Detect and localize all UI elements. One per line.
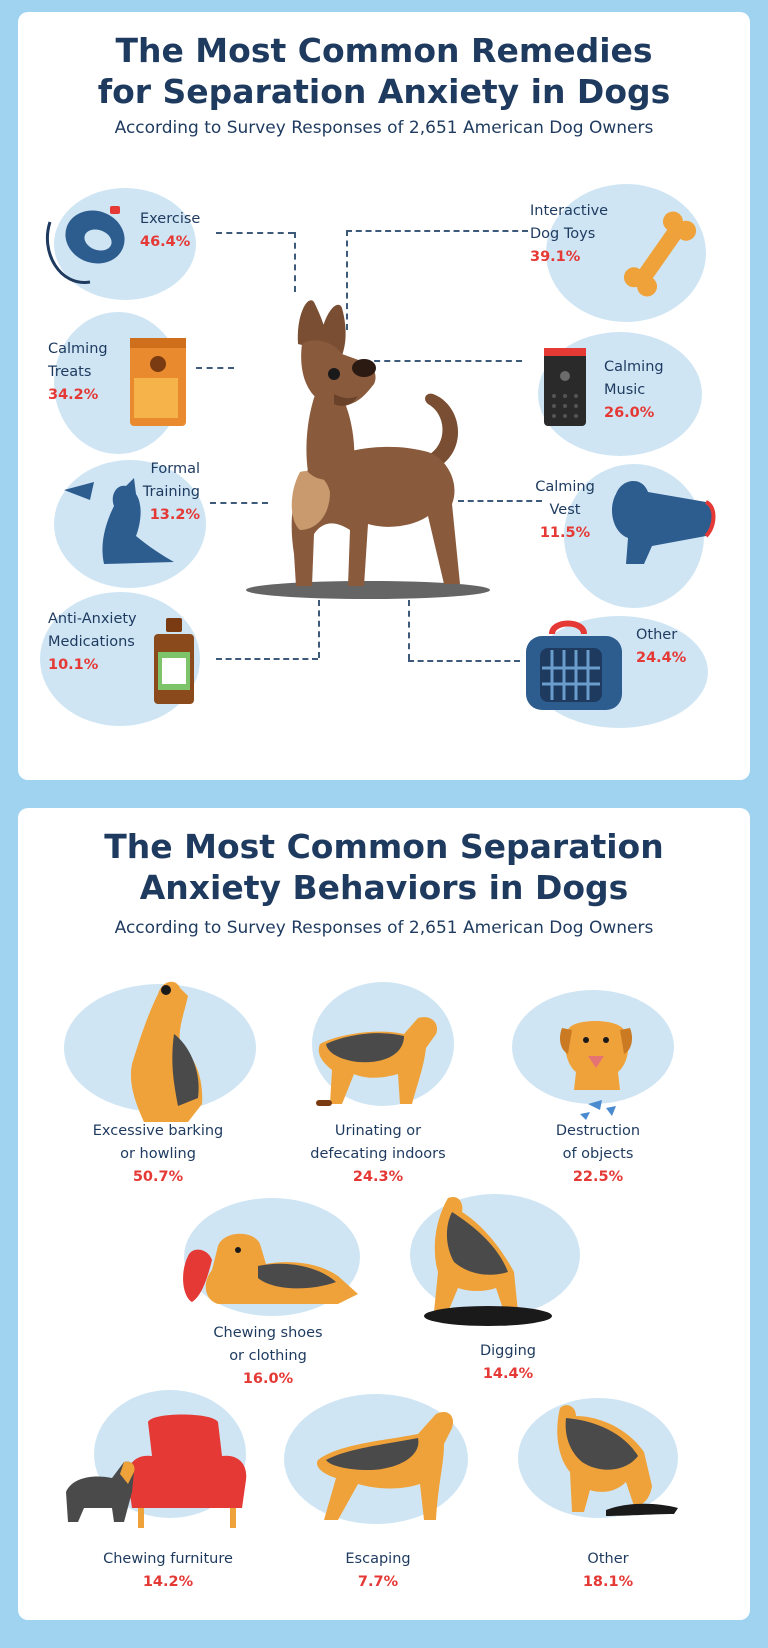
behaviors-title: The Most Common Separation Anxiety Behav… bbox=[104, 827, 664, 907]
behaviors-card: The Most Common Separation Anxiety Behav… bbox=[18, 808, 750, 1620]
dog-chewing-shoe-icon bbox=[183, 1233, 358, 1304]
behavior-urinating: Urinating or defecating indoors 24.3% bbox=[310, 1123, 446, 1185]
remedies-title: The Most Common Remedies for Separation … bbox=[97, 31, 671, 111]
connector-line bbox=[210, 502, 268, 504]
medicine-bottle-icon bbox=[154, 618, 194, 704]
walking-dog-icon bbox=[316, 1411, 454, 1520]
remedy-anti-anxiety-medications: Anti-Anxiety Medications 10.1% bbox=[48, 611, 137, 673]
digging-dog-icon bbox=[424, 1196, 552, 1326]
behavior-destruction: Destruction of objects 22.5% bbox=[555, 1123, 641, 1185]
central-dog-icon bbox=[246, 300, 490, 599]
remedies-subtitle: According to Survey Responses of 2,651 A… bbox=[114, 118, 654, 138]
remedy-interactive-dog-toys: Interactive Dog Toys 39.1% bbox=[530, 203, 609, 265]
vest-icon bbox=[612, 480, 716, 564]
remedy-calming-treats: Calming Treats 34.2% bbox=[48, 341, 108, 403]
connector-line bbox=[364, 360, 522, 362]
connector-line bbox=[196, 367, 234, 369]
connector-line bbox=[458, 500, 542, 502]
speaker-icon bbox=[544, 348, 586, 426]
behavior-other: Other 18.1% bbox=[582, 1551, 634, 1590]
training-dog-icon bbox=[64, 478, 174, 564]
remedy-calming-music: Calming Music 26.0% bbox=[604, 359, 664, 421]
remedy-exercise: Exercise 46.4% bbox=[140, 211, 201, 250]
connector-line bbox=[408, 600, 410, 660]
pet-carrier-icon bbox=[526, 620, 622, 710]
behaviors-subtitle: According to Survey Responses of 2,651 A… bbox=[114, 918, 654, 938]
behavior-chewing-shoes: Chewing shoes or clothing 16.0% bbox=[213, 1325, 323, 1387]
howling-dog-icon bbox=[130, 981, 203, 1122]
squatting-dog-icon bbox=[316, 1017, 438, 1106]
dog-broken-object-icon bbox=[560, 1021, 632, 1120]
connector-line bbox=[216, 658, 318, 660]
remedy-formal-training: Formal Training 13.2% bbox=[142, 461, 200, 523]
treat-bag-icon bbox=[130, 338, 186, 426]
behavior-escaping: Escaping 7.7% bbox=[345, 1551, 411, 1590]
connector-line bbox=[408, 660, 520, 662]
bone-toy-icon bbox=[623, 211, 697, 297]
leash-icon bbox=[45, 206, 125, 284]
remedies-card: The Most Common Remedies for Separation … bbox=[18, 12, 750, 780]
behavior-chewing-furniture: Chewing furniture 14.2% bbox=[103, 1551, 233, 1590]
connector-line bbox=[294, 232, 296, 292]
connector-line bbox=[346, 230, 528, 232]
connector-line bbox=[216, 232, 294, 234]
behavior-digging: Digging 14.4% bbox=[479, 1343, 537, 1382]
behavior-excessive-barking: Excessive barking or howling 50.7% bbox=[92, 1123, 224, 1185]
connector-line bbox=[318, 600, 320, 658]
sniffing-dog-icon bbox=[557, 1405, 678, 1516]
remedy-calming-vest: Calming Vest 11.5% bbox=[535, 479, 595, 541]
blob bbox=[546, 184, 706, 322]
dog-armchair-icon bbox=[66, 1414, 247, 1528]
connector-line bbox=[346, 230, 348, 330]
remedy-other: Other 24.4% bbox=[636, 627, 687, 666]
